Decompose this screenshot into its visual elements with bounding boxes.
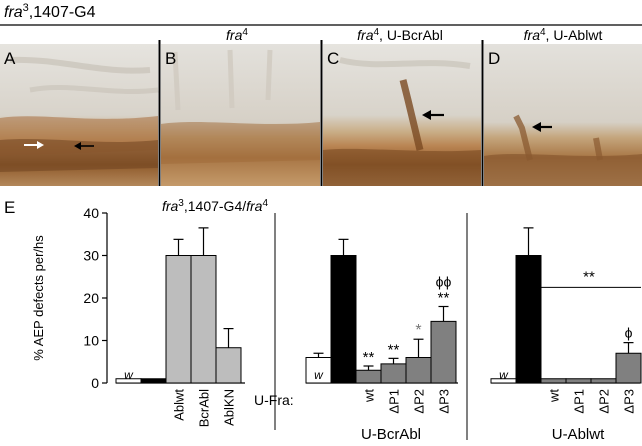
y-tick-label: 30 — [83, 248, 99, 264]
header-genotype-sup: 3 — [23, 2, 29, 14]
black-arrow-icon — [532, 122, 552, 132]
bar — [165, 255, 192, 384]
bar — [355, 369, 382, 384]
x-tick-label: ΔP2 — [597, 389, 612, 414]
phi-significance-mark: ϕϕ — [436, 274, 452, 290]
bar — [405, 357, 432, 384]
x-tick-label: ΔP3 — [437, 389, 452, 414]
panel-c-title: fra4, U-BcrAbl — [357, 27, 443, 43]
panel-b-title: fra4 — [226, 27, 248, 43]
chart-title: fra3,1407-G4/fra4 — [162, 198, 269, 214]
bar — [515, 255, 542, 384]
x-tick-label: ΔP3 — [622, 389, 637, 414]
x-tick-label: wt — [547, 389, 562, 403]
micrograph-strip — [0, 40, 642, 186]
y-tick-label: 20 — [83, 290, 99, 306]
group-label: U-Ablwt — [552, 426, 605, 443]
significance-mark: ** — [438, 290, 450, 307]
x-tick-label: Ablwt — [172, 389, 187, 421]
x-tick-label: wt — [362, 389, 377, 403]
bar — [590, 378, 617, 384]
black-arrow-icon — [422, 110, 444, 120]
u-fra-row-label: U-Fra: — [254, 392, 294, 408]
y-axis-label: % AEP defects per/hs — [31, 235, 46, 361]
x-tick-label: ΔP2 — [412, 389, 427, 414]
header-genotype-base: fra — [4, 4, 23, 21]
y-tick-label: 10 — [83, 333, 99, 349]
bar — [540, 378, 567, 384]
x-tick-label: ΔP1 — [572, 389, 587, 414]
svg-text:fra3,1407-G4: fra3,1407-G4 — [4, 2, 96, 21]
micrograph-c — [323, 44, 481, 186]
panel-letter-b: B — [165, 49, 176, 68]
bar-inside-label: w — [499, 368, 509, 382]
y-tick-label: 40 — [83, 205, 99, 221]
micrograph-a — [0, 44, 159, 186]
bar — [140, 378, 167, 384]
micrograph-b — [161, 44, 320, 186]
bar — [615, 352, 642, 384]
group-label: U-BcrAbl — [361, 426, 421, 443]
panel-letter-c: C — [327, 49, 339, 68]
bar — [380, 363, 407, 384]
bar-inside-label: w — [314, 368, 324, 382]
significance-mark: * — [415, 322, 421, 339]
micrograph-d — [484, 44, 642, 186]
bar-inside-label: w — [124, 368, 134, 382]
bar — [565, 378, 592, 384]
header-genotype-rest: ,1407-G4 — [29, 4, 96, 21]
significance-mark: ** — [388, 341, 400, 358]
phi-significance-mark: ϕ — [625, 325, 633, 341]
x-tick-label: ΔP1 — [387, 389, 402, 414]
bar — [330, 255, 357, 384]
y-tick-label: 0 — [91, 375, 99, 391]
panel-letter-a: A — [4, 49, 16, 68]
bar — [305, 357, 332, 384]
panel-letter-d: D — [488, 49, 500, 68]
x-tick-label: AblKN — [222, 389, 237, 426]
panel-d-title: fra4, U-Ablwt — [524, 27, 603, 43]
white-arrow-icon — [24, 141, 44, 149]
x-tick-label: BcrAbl — [197, 389, 212, 427]
panel-letter-e: E — [4, 198, 15, 217]
significance-mark: ** — [583, 268, 595, 285]
bar — [430, 320, 457, 384]
figure-header: fra3,1407-G4 — [0, 2, 642, 26]
bar — [190, 255, 217, 384]
black-arrow-icon — [74, 142, 94, 150]
significance-mark: ** — [363, 349, 375, 366]
bar — [215, 347, 242, 384]
